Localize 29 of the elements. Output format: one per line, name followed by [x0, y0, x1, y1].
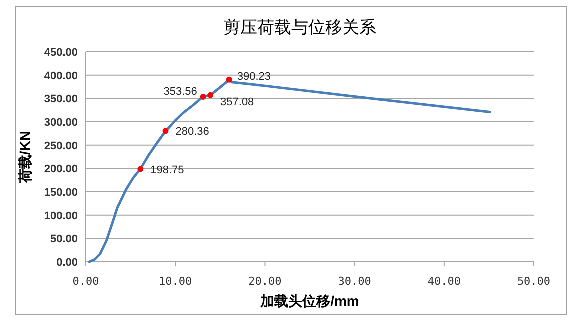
y-tick-label: 200.00 — [44, 164, 78, 176]
y-tick-label: 50.00 — [50, 234, 78, 246]
point — [162, 128, 169, 134]
x-tick-label: 20.00 — [248, 275, 282, 288]
data-label: 357.08 — [220, 96, 254, 108]
y-tick-label: 400.00 — [44, 70, 78, 82]
point — [208, 92, 214, 98]
y-tick-label: 150.00 — [44, 187, 78, 199]
x-tick-label: 0.00 — [72, 275, 100, 288]
y-axis-title: 荷载/KN — [17, 130, 33, 184]
chart-title: 剪压荷载与位移关系 — [224, 18, 376, 38]
data-label: 353.56 — [164, 86, 198, 98]
y-tick-label: 300.00 — [44, 117, 78, 129]
y-tick-label: 350.00 — [44, 94, 78, 106]
data-label: 198.75 — [150, 164, 184, 176]
point — [226, 76, 232, 83]
y-tick-label: 250.00 — [44, 140, 78, 152]
point — [138, 166, 144, 172]
x-tick-label: 30.00 — [338, 275, 372, 288]
y-tick-label: 100.00 — [44, 210, 78, 222]
data-label: 280.36 — [176, 126, 210, 138]
data-label: 390.23 — [237, 70, 272, 83]
y-tick-label: 450.00 — [44, 47, 78, 59]
x-tick-label: 10.00 — [159, 275, 192, 288]
point — [200, 94, 206, 100]
x-tick-label: 40.00 — [428, 275, 461, 288]
y-tick-label: 0.00 — [56, 257, 78, 269]
x-tick-label: 50.00 — [517, 275, 551, 288]
x-axis-title: 加载头位移/mm — [260, 293, 360, 309]
